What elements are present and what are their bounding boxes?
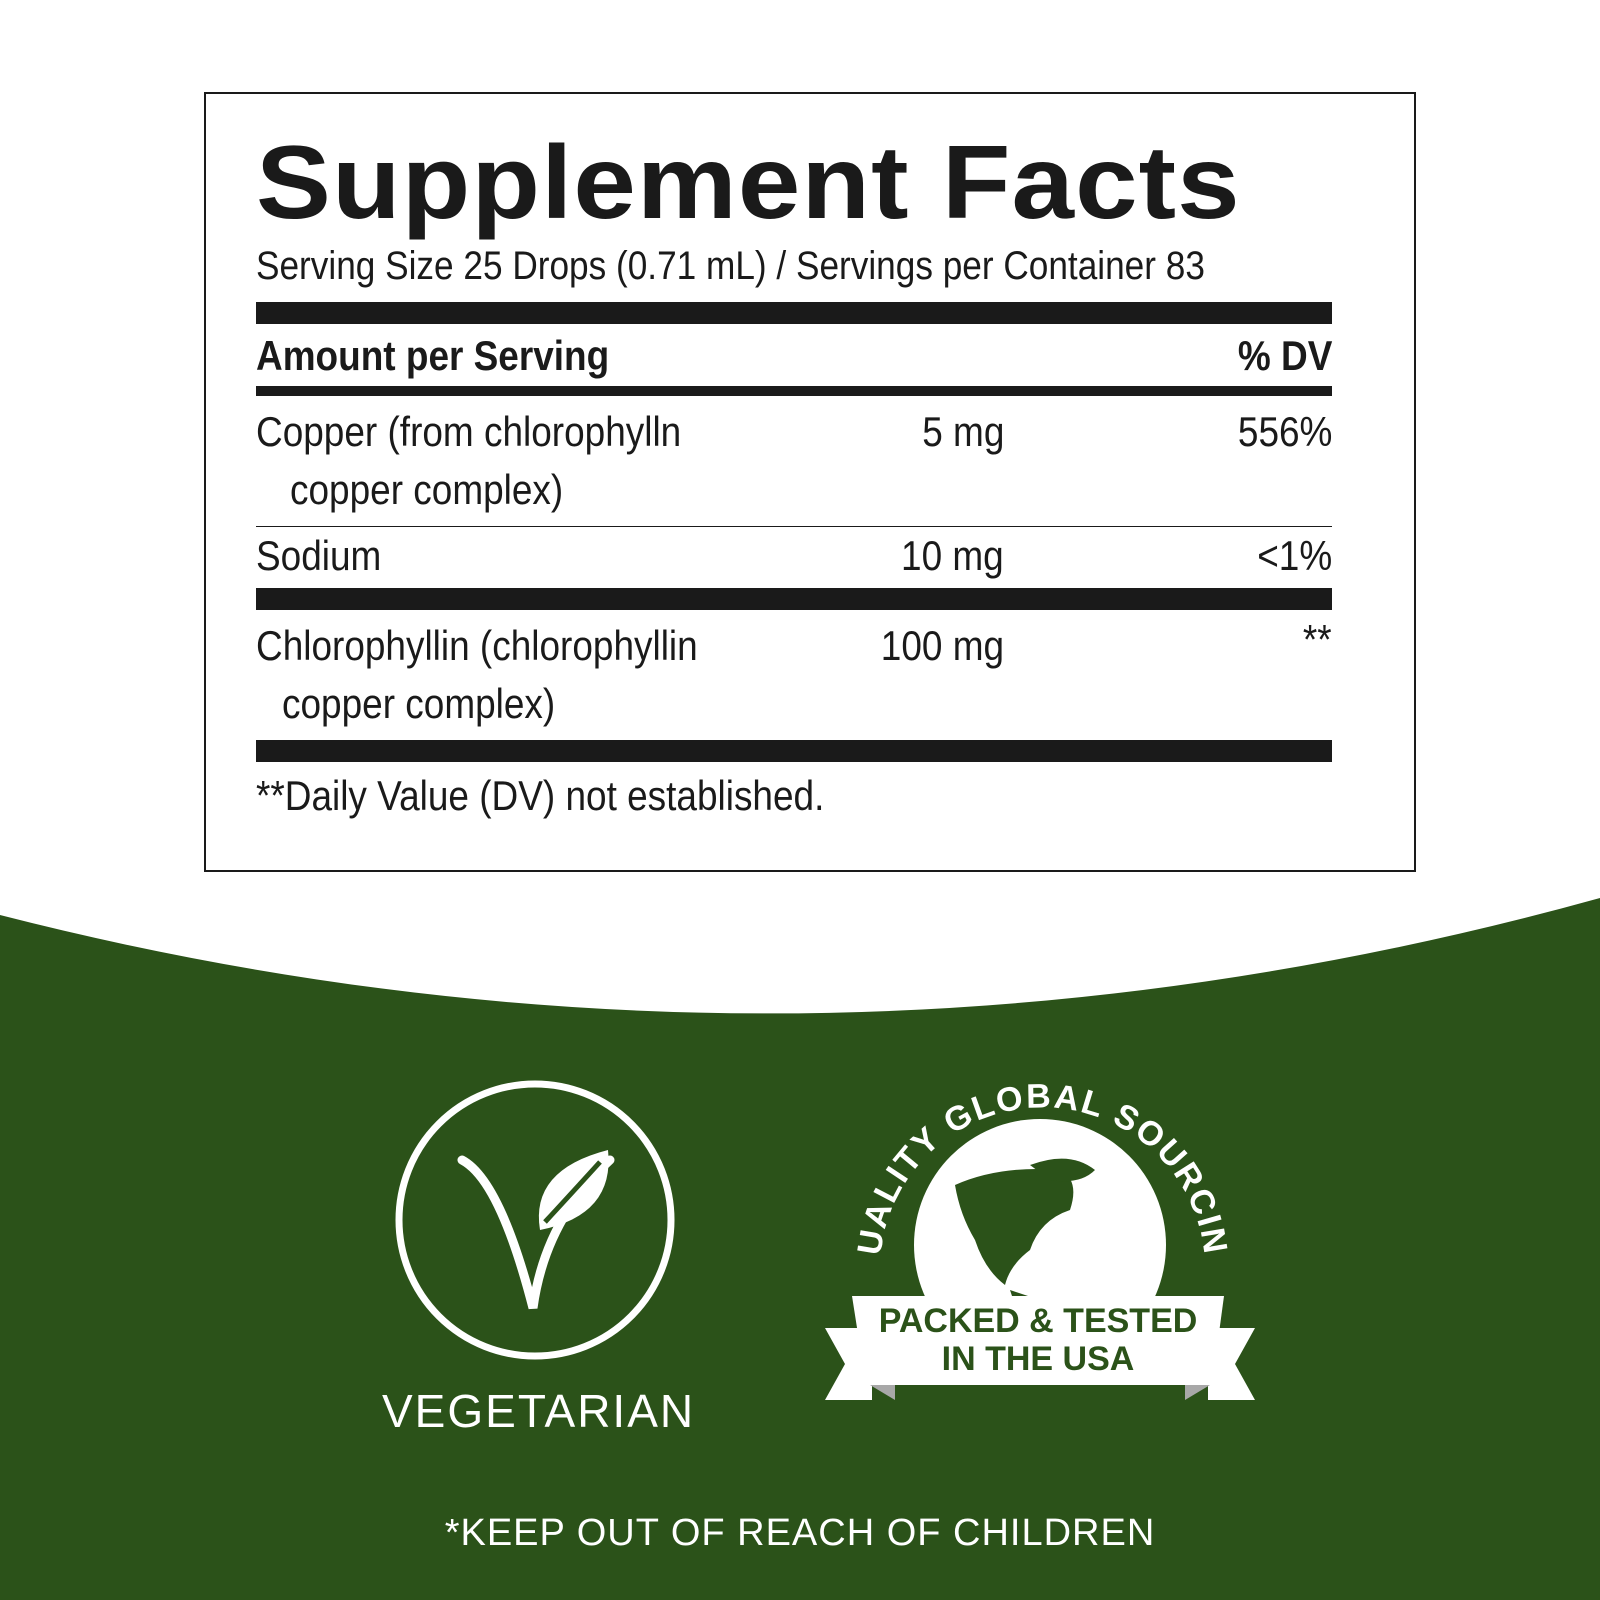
supplement-facts-panel: Supplement Facts Serving Size 25 Drops (… bbox=[204, 92, 1416, 872]
leaf-v-icon bbox=[395, 1080, 675, 1360]
divider-thin bbox=[256, 526, 1332, 527]
banner-line-1: PACKED & TESTED bbox=[878, 1302, 1198, 1340]
header-dv: % DV bbox=[1237, 332, 1332, 379]
banner-text: PACKED & TESTED IN THE USA bbox=[852, 1302, 1224, 1378]
vegetarian-label: VEGETARIAN bbox=[382, 1385, 696, 1437]
nutrient-name-cont: copper complex) bbox=[282, 680, 556, 727]
divider-thick bbox=[256, 588, 1332, 610]
banner bbox=[825, 1296, 1255, 1400]
header-amount: Amount per Serving bbox=[256, 332, 610, 379]
nutrient-dv: ** bbox=[1303, 616, 1332, 663]
nutrient-amount: 5 mg bbox=[921, 408, 1004, 455]
footnote: **Daily Value (DV) not established. bbox=[256, 772, 825, 819]
banner-line-2: IN THE USA bbox=[941, 1340, 1135, 1378]
warning-text: *KEEP OUT OF REACH OF CHILDREN bbox=[444, 1512, 1156, 1554]
divider-thick bbox=[256, 302, 1332, 324]
divider-medium bbox=[256, 386, 1332, 396]
nutrient-name: Chlorophyllin (chlorophyllin bbox=[256, 622, 698, 669]
nutrient-dv: <1% bbox=[1256, 532, 1332, 579]
divider-thick bbox=[256, 740, 1332, 762]
panel-title: Supplement Facts bbox=[256, 125, 1241, 241]
nutrient-amount: 100 mg bbox=[880, 622, 1004, 669]
nutrient-name-cont: copper complex) bbox=[290, 466, 564, 513]
nutrient-amount: 10 mg bbox=[901, 532, 1004, 579]
nutrient-name: Copper (from chlorophylln bbox=[256, 408, 682, 455]
nutrient-dv: 556% bbox=[1237, 408, 1332, 455]
serving-info: Serving Size 25 Drops (0.71 mL) / Servin… bbox=[256, 244, 1205, 288]
nutrient-name: Sodium bbox=[256, 532, 382, 579]
